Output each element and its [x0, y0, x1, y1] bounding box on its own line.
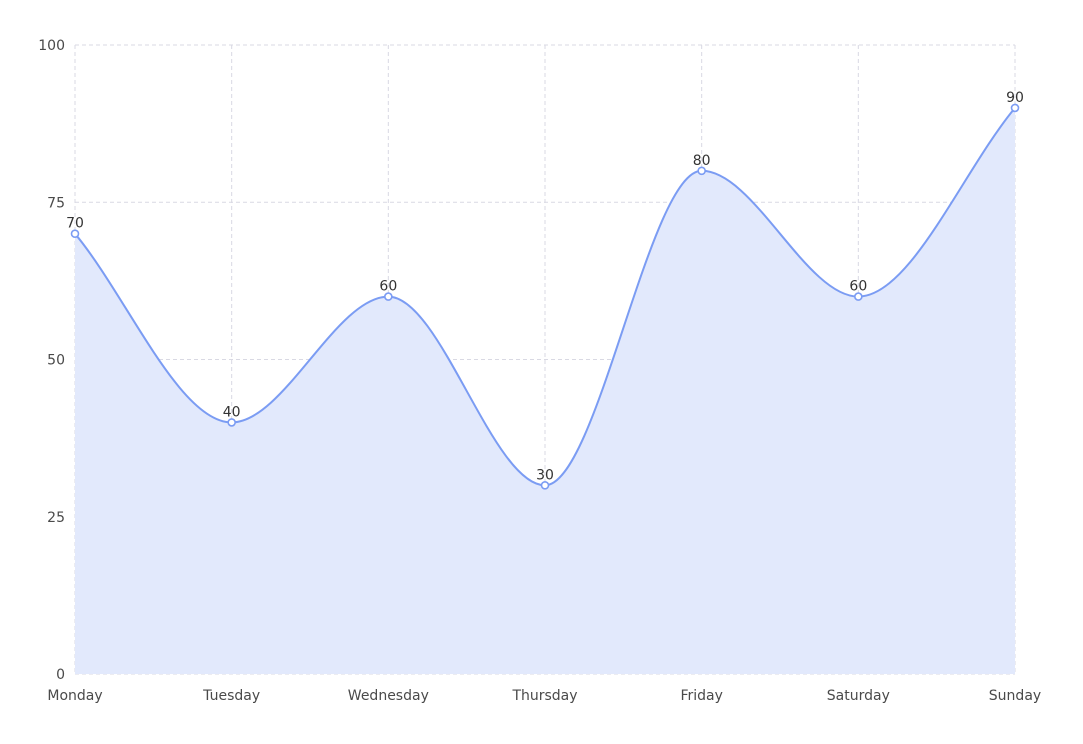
x-tick-label: Saturday: [827, 688, 890, 704]
data-labels-layer: 70 40 60 30 80 60 90: [66, 90, 1024, 483]
y-tick-label: 100: [38, 38, 65, 54]
data-point: [1010, 103, 1020, 113]
data-label: 60: [379, 279, 397, 295]
data-point: [384, 292, 393, 301]
x-tick-label: Friday: [680, 688, 722, 704]
data-point: [540, 480, 550, 490]
x-tick-label: Monday: [47, 688, 102, 704]
x-tick-label: Thursday: [511, 688, 577, 704]
data-label: 40: [223, 404, 241, 420]
data-point: [854, 292, 863, 301]
data-point: [70, 229, 80, 238]
x-axis-ticks: Monday Tuesday Wednesday Thursday Friday Satu…: [47, 688, 1041, 704]
data-label: 60: [849, 279, 867, 295]
data-label: 70: [66, 216, 84, 232]
y-axis-ticks: 0 25 50 75 100: [38, 38, 65, 683]
data-point: [697, 166, 706, 176]
x-tick-label: Wednesday: [348, 688, 429, 704]
data-label: 80: [693, 153, 711, 169]
data-points-layer: [70, 103, 1020, 490]
y-tick-label: 50: [47, 353, 65, 369]
y-tick-label: 0: [56, 667, 65, 683]
data-label: 90: [1006, 90, 1024, 106]
data-label: 30: [536, 467, 554, 483]
data-point: [227, 418, 236, 427]
series-area-fill: [75, 107, 1015, 674]
y-tick-label: 75: [47, 195, 65, 211]
area-fill-layer: [75, 107, 1015, 674]
x-tick-label: Tuesday: [202, 688, 260, 704]
y-tick-label: 25: [47, 510, 65, 526]
x-tick-label: Sunday: [989, 688, 1041, 704]
